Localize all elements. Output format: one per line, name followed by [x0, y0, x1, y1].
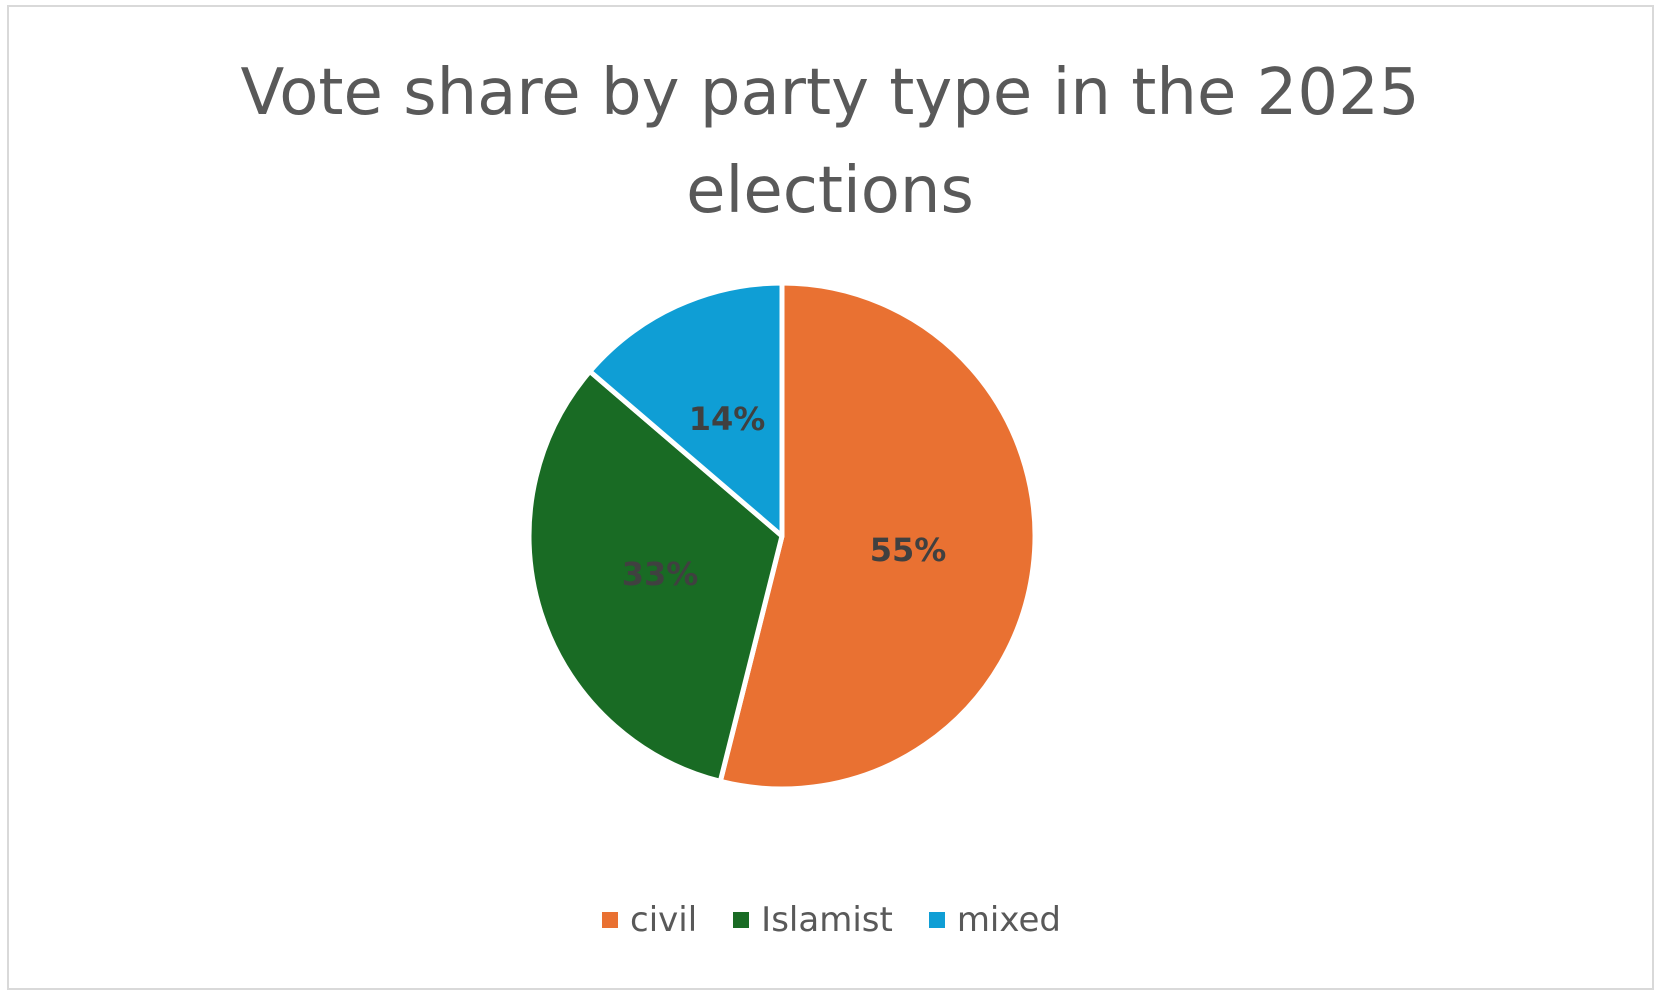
legend-swatch-islamist	[733, 912, 750, 928]
legend-swatch-civil	[602, 912, 619, 928]
legend-item-islamist: Islamist	[733, 900, 893, 940]
legend-label-mixed: mixed	[956, 900, 1061, 940]
legend-label-civil: civil	[630, 900, 698, 940]
pie-slice-mixed	[587, 280, 785, 539]
pie-slices	[526, 280, 1038, 792]
chart-title: Vote share by party type in the 2025 ele…	[240, 56, 1420, 228]
data-label-mixed: 14%	[689, 400, 766, 438]
pie-slice-civil	[717, 280, 1038, 792]
legend-item-mixed: mixed	[928, 900, 1061, 940]
pie-data-labels: 55% 33% 14%	[622, 400, 947, 593]
legend-label-islamist: Islamist	[761, 900, 893, 940]
chart-legend: civil Islamist mixed	[0, 900, 1663, 940]
legend-swatch-mixed	[928, 912, 945, 928]
data-label-civil: 55%	[870, 531, 947, 569]
pie-slice-islamist	[526, 368, 785, 784]
data-label-islamist: 33%	[622, 555, 699, 593]
legend-item-civil: civil	[602, 900, 697, 940]
